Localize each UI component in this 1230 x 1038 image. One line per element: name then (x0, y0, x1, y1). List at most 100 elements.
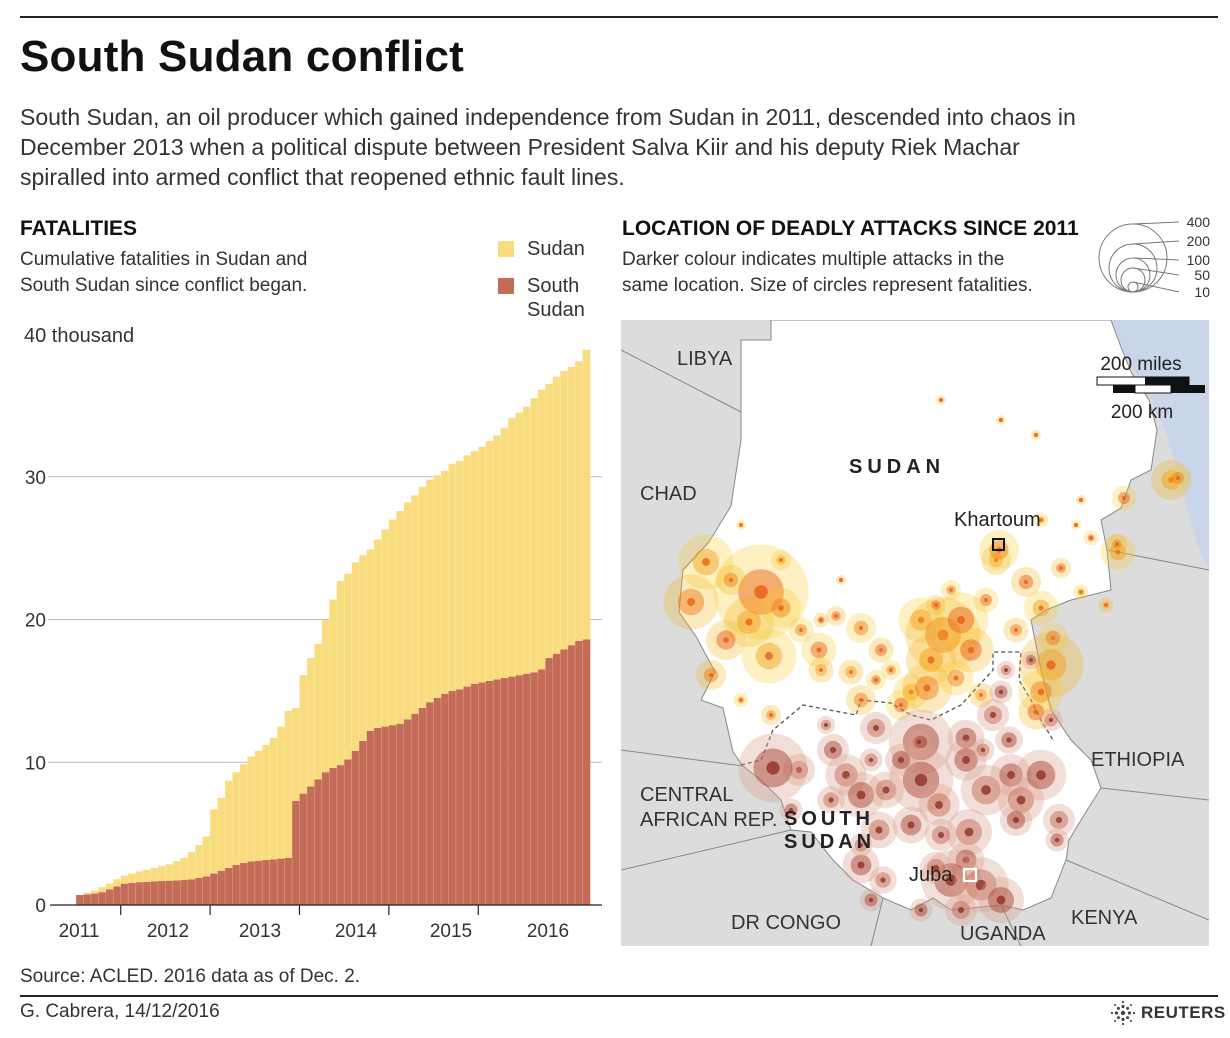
bar-sudan (575, 361, 583, 641)
bar-south-sudan (172, 880, 181, 905)
attack-circle (980, 747, 986, 753)
attack-circle (962, 756, 970, 764)
bar-south-sudan (396, 723, 405, 905)
bar-south-sudan (455, 689, 464, 905)
attack-circle (907, 821, 915, 829)
attack-circle (967, 646, 975, 654)
page-title: South Sudan conflict (20, 32, 464, 81)
bar-sudan (120, 875, 129, 884)
bar-sudan (329, 599, 338, 768)
attack-circle (1016, 795, 1026, 805)
map-subtitle-1: Darker colour indicates multiple attacks… (622, 249, 1005, 270)
size-legend-leader-50 (1132, 267, 1180, 276)
bar-south-sudan (150, 881, 159, 905)
attack-circle (1104, 603, 1108, 607)
bar-south-sudan (83, 894, 92, 905)
bar-sudan (448, 463, 457, 691)
attack-circle (1089, 536, 1093, 540)
attack-circle (728, 577, 734, 583)
attack-circle (1014, 628, 1018, 632)
bar-south-sudan (254, 860, 263, 905)
bar-sudan (262, 745, 270, 861)
source-note: Source: ACLED. 2016 data as of Dec. 2. (20, 966, 361, 987)
attack-circle (739, 523, 743, 527)
bar-south-sudan (530, 672, 539, 905)
attack-circle (766, 761, 780, 775)
attack-circle (880, 877, 886, 883)
bar-south-sudan (247, 861, 256, 905)
bar-south-sudan (202, 876, 211, 905)
label-ethiopia: ETHIOPIA (1091, 749, 1185, 771)
bar-sudan (373, 539, 382, 728)
bar-sudan (336, 580, 345, 766)
label-kenya: KENYA (1071, 907, 1138, 929)
bar-south-sudan (292, 800, 300, 905)
legend-label-sudan: Sudan (527, 238, 585, 260)
bar-sudan (277, 726, 285, 859)
attack-circle (993, 557, 999, 563)
x-tick-2012: 2012 (147, 921, 189, 942)
attack-circle (1074, 523, 1078, 527)
label-car-1: CENTRAL (640, 784, 733, 806)
fatalities-subtitle-1: Cumulative fatalities in Sudan and (20, 249, 308, 270)
bar-sudan (165, 864, 174, 881)
credit: G. Cabrera, 14/12/2016 (20, 1001, 220, 1022)
bar-south-sudan (321, 772, 330, 905)
attack-circle (1006, 737, 1012, 743)
bar-south-sudan (135, 882, 144, 905)
attack-circle (723, 637, 729, 643)
bar-sudan (366, 549, 375, 731)
bar-south-sudan (448, 690, 457, 905)
bar-sudan (172, 861, 181, 881)
attack-circle (1054, 837, 1060, 843)
attack-circle (999, 418, 1003, 422)
attack-circle (739, 698, 743, 702)
attack-circle (937, 629, 949, 641)
bar-south-sudan (545, 658, 554, 905)
bar-sudan (470, 451, 479, 684)
attack-circle (939, 398, 943, 402)
x-tick-2013: 2013 (239, 921, 281, 942)
attack-circle (788, 807, 794, 813)
attack-circle (1033, 709, 1039, 715)
bar-south-sudan (224, 867, 233, 905)
bar-layer (75, 349, 591, 905)
bar-sudan (299, 675, 308, 794)
bar-sudan (247, 756, 256, 862)
map-title: LOCATION OF DEADLY ATTACKS SINCE 2011 (622, 217, 1079, 240)
size-legend-100: 100 (1187, 252, 1211, 268)
attack-circle (708, 672, 714, 678)
bar-sudan (522, 406, 531, 674)
bar-sudan (314, 643, 323, 780)
khartoum-marker (992, 538, 1005, 551)
attack-circle (795, 766, 803, 774)
attack-circle (769, 713, 773, 717)
bar-south-sudan (195, 877, 203, 905)
attack-circle (917, 616, 925, 624)
x-tick-2015: 2015 (430, 921, 472, 942)
attack-circle (979, 693, 983, 697)
attack-circle (875, 826, 883, 834)
bar-sudan (202, 836, 211, 877)
attack-circle (1122, 496, 1126, 500)
x-tick-2011: 2011 (59, 921, 100, 942)
attack-circle (1038, 605, 1044, 611)
attack-circle (1004, 668, 1008, 672)
attack-circle (937, 831, 945, 839)
attack-circle (858, 842, 864, 848)
bar-south-sudan (522, 673, 531, 905)
attack-circle (816, 647, 822, 653)
bar-sudan (306, 658, 315, 787)
attack-circle (842, 771, 850, 779)
bar-sudan (143, 869, 151, 882)
attack-circle (819, 618, 823, 622)
bar-south-sudan (552, 653, 561, 905)
bar-sudan (515, 412, 524, 676)
label-libya: LIBYA (677, 348, 733, 370)
bar-south-sudan (344, 759, 352, 905)
size-legend-10: 10 (1194, 284, 1210, 300)
attack-circle (1079, 498, 1083, 502)
legend-swatch-south-sudan (498, 278, 514, 294)
attack-circle (1176, 476, 1180, 480)
bar-south-sudan (120, 883, 129, 905)
